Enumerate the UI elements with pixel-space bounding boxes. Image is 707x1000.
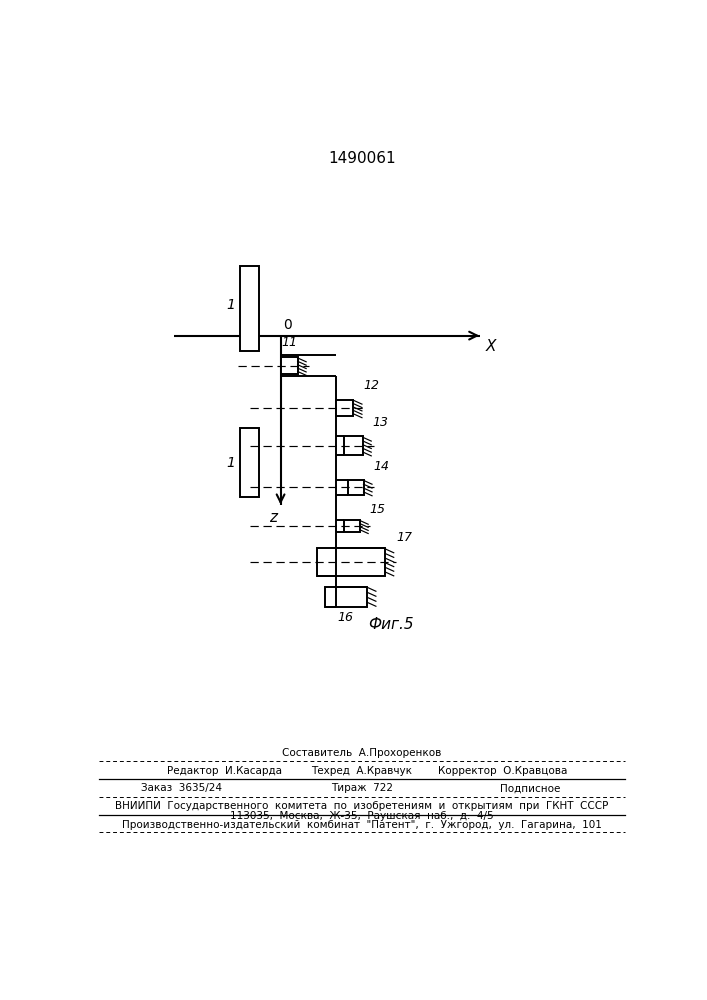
Text: 17: 17 — [396, 531, 412, 544]
Text: 12: 12 — [363, 379, 380, 392]
Text: Тираж  722: Тираж 722 — [331, 783, 393, 793]
Text: 0: 0 — [283, 318, 292, 332]
Bar — [337, 400, 354, 416]
Text: Подписное: Подписное — [500, 783, 561, 793]
Text: 14: 14 — [373, 460, 390, 473]
Bar — [240, 428, 259, 497]
Bar — [348, 480, 363, 495]
Text: Производственно-издательский  комбинат  "Патент",  г.  Ужгород,  ул.  Гагарина, : Производственно-издательский комбинат "П… — [122, 820, 602, 830]
Bar — [325, 587, 368, 607]
Text: 1: 1 — [226, 456, 235, 470]
Text: Составитель  А.Прохоренков: Составитель А.Прохоренков — [282, 748, 442, 758]
Bar — [317, 548, 385, 576]
Text: X: X — [486, 339, 496, 354]
Text: 113035,  Москва,  Ж-35,  Раушская  наб.,  д.  4/5: 113035, Москва, Ж-35, Раушская наб., д. … — [230, 811, 493, 821]
Text: Редактор  И.Касарда: Редактор И.Касарда — [167, 766, 281, 776]
Bar — [281, 357, 298, 374]
Text: Корректор  О.Кравцова: Корректор О.Кравцова — [438, 766, 568, 776]
Text: 16: 16 — [338, 611, 354, 624]
Text: 11: 11 — [281, 336, 297, 349]
Text: z: z — [269, 510, 277, 525]
Bar — [240, 266, 259, 351]
Text: 15: 15 — [370, 503, 386, 516]
Text: 13: 13 — [373, 416, 389, 429]
Text: Заказ  3635/24: Заказ 3635/24 — [141, 783, 222, 793]
Text: 1490061: 1490061 — [328, 151, 396, 166]
Text: 1: 1 — [226, 298, 235, 312]
Text: ВНИИПИ  Государственного  комитета  по  изобретениям  и  открытиям  при  ГКНТ  С: ВНИИПИ Государственного комитета по изоб… — [115, 801, 609, 811]
Bar — [344, 436, 363, 455]
Text: Техред  А.Кравчук: Техред А.Кравчук — [312, 766, 412, 776]
Text: Фиг.5: Фиг.5 — [368, 617, 414, 632]
Bar — [344, 520, 360, 532]
